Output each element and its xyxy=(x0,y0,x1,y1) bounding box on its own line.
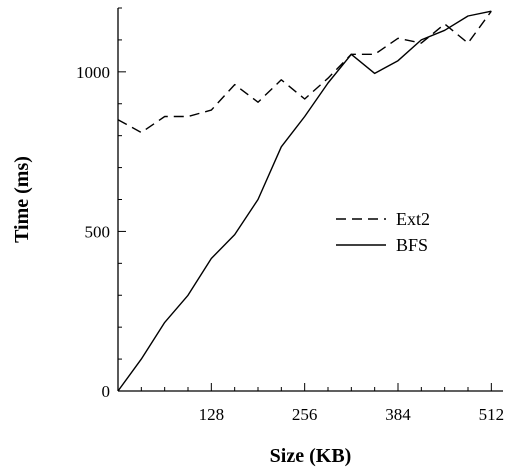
y-axis-ticks: 0 500 1000 xyxy=(76,7,126,401)
series-line-bfs xyxy=(117,10,492,392)
x-tick-label: 512 xyxy=(479,405,505,424)
x-axis-ticks: 128 256 384 512 xyxy=(140,383,505,424)
x-tick-label: 128 xyxy=(199,405,225,424)
legend-label-bfs: BFS xyxy=(396,235,428,255)
x-tick-label: 384 xyxy=(385,405,411,424)
chart-axes xyxy=(117,8,503,392)
legend: Ext2 BFS xyxy=(336,209,430,255)
y-tick-label: 500 xyxy=(85,222,111,241)
x-axis-title: Size (KB) xyxy=(270,445,352,467)
y-axis-title: Time (ms) xyxy=(11,156,33,243)
series-line-ext2 xyxy=(117,10,492,134)
y-tick-label: 0 xyxy=(102,382,111,401)
x-tick-label: 256 xyxy=(292,405,318,424)
series-layer xyxy=(117,10,492,392)
legend-label-ext2: Ext2 xyxy=(396,209,430,229)
y-tick-label: 1000 xyxy=(76,63,110,82)
